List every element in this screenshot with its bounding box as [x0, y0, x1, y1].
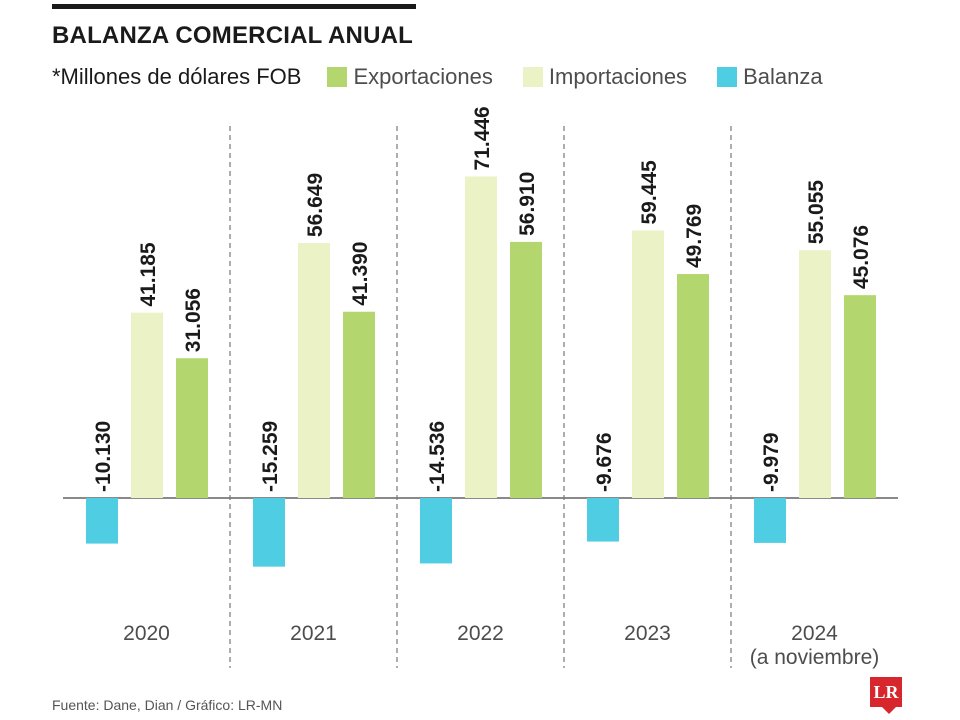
bar-exportaciones-2022	[510, 241, 542, 498]
bar-exportaciones-2021	[343, 311, 375, 498]
bar-importaciones-2022	[465, 176, 497, 499]
legend-label-exportaciones: Exportaciones	[353, 64, 493, 89]
data-label-importaciones-2023: 59.445	[638, 160, 661, 225]
legend-label-importaciones: Importaciones	[548, 64, 688, 89]
x-tick-label-2021: 2021	[290, 622, 337, 645]
data-label-exportaciones-2020: 31.056	[182, 288, 205, 352]
bar-balanza-2023	[587, 498, 619, 542]
data-label-importaciones-2021: 56.649	[304, 173, 327, 237]
bar-balanza-2022	[420, 498, 452, 564]
legend-item-balanza: Balanza	[717, 64, 823, 90]
bar-exportaciones-2023	[677, 274, 709, 498]
bar-importaciones-2020	[131, 312, 163, 498]
x-tick-note-2024: (a noviembre)	[750, 646, 880, 669]
bar-balanza-2021	[253, 498, 285, 567]
bar-importaciones-2024	[799, 250, 831, 498]
data-label-importaciones-2020: 41.185	[137, 242, 160, 307]
bar-balanza-2020	[86, 498, 118, 544]
data-label-balanza-2020: -10.130	[92, 421, 115, 492]
bar-importaciones-2023	[632, 230, 664, 498]
source-note: Fuente: Dane, Dian / Gráfico: LR-MN	[52, 697, 283, 713]
x-tick-label-2024: 2024	[791, 622, 838, 645]
legend-item-importaciones: Importaciones	[522, 64, 688, 90]
unit-note: *Millones de dólares FOB	[52, 64, 302, 89]
legend-label-balanza: Balanza	[743, 64, 823, 89]
top-rule	[52, 4, 416, 9]
legend: *Millones de dólares FOB Exportaciones I…	[52, 63, 823, 91]
chart-title: BALANZA COMERCIAL ANUAL	[52, 22, 414, 49]
legend-swatch-balanza	[717, 67, 738, 87]
legend-swatch-importaciones	[522, 67, 543, 87]
legend-swatch-exportaciones	[327, 67, 348, 87]
bar-exportaciones-2024	[844, 295, 876, 498]
data-label-exportaciones-2021: 41.390	[349, 242, 372, 306]
data-label-exportaciones-2022: 56.910	[516, 172, 539, 236]
legend-item-exportaciones: Exportaciones	[327, 64, 493, 90]
data-label-importaciones-2024: 55.055	[805, 180, 828, 245]
x-tick-label-2020: 2020	[123, 622, 170, 645]
lr-logo: LR	[870, 677, 902, 714]
x-tick-label-2023: 2023	[624, 622, 671, 645]
data-label-balanza-2022: -14.536	[426, 421, 449, 492]
data-label-importaciones-2022: 71.446	[471, 106, 494, 170]
x-tick-label-2022: 2022	[457, 622, 504, 645]
data-label-balanza-2024: -9.979	[760, 432, 783, 492]
bar-exportaciones-2020	[176, 358, 208, 498]
data-label-exportaciones-2023: 49.769	[683, 204, 706, 268]
bar-balanza-2024	[754, 498, 786, 543]
bar-importaciones-2021	[298, 243, 330, 498]
data-label-balanza-2023: -9.676	[593, 432, 616, 492]
data-label-balanza-2021: -15.259	[259, 421, 282, 492]
data-label-exportaciones-2024: 45.076	[850, 225, 873, 289]
